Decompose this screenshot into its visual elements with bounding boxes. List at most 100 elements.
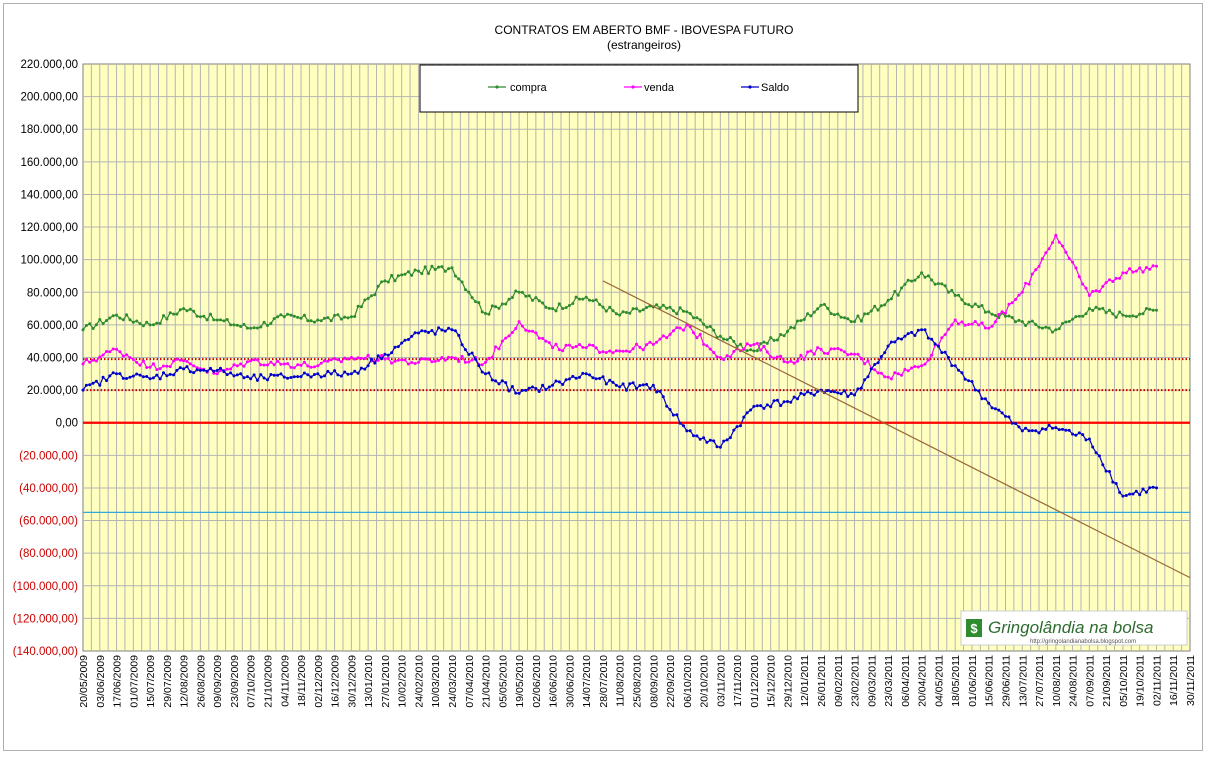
compra-point xyxy=(822,302,826,306)
watermark-box xyxy=(960,610,1188,646)
saldo-point xyxy=(836,391,840,395)
compra-point xyxy=(198,315,202,319)
compra-point xyxy=(809,314,813,318)
venda-point xyxy=(715,355,719,359)
saldo-point xyxy=(571,374,575,378)
y-tick-label: 0,00 xyxy=(56,418,78,430)
venda-point xyxy=(604,351,608,354)
saldo-point xyxy=(225,373,229,377)
x-tick-label: 11/08/2010 xyxy=(615,655,627,707)
saldo-point xyxy=(417,331,420,335)
saldo-point xyxy=(648,387,652,391)
saldo-point xyxy=(943,350,947,354)
compra-point xyxy=(883,303,887,307)
compra-point xyxy=(413,268,417,272)
compra-point xyxy=(323,316,326,320)
venda-point xyxy=(1067,257,1071,260)
dollar-glyph: $ xyxy=(970,621,978,636)
x-tick-label: 09/02/2011 xyxy=(833,655,845,707)
venda-point xyxy=(497,347,501,351)
compra-point xyxy=(950,288,954,292)
saldo-point xyxy=(105,379,108,383)
saldo-point xyxy=(889,340,893,344)
compra-point xyxy=(957,293,960,297)
compra-point xyxy=(520,290,524,294)
compra-point xyxy=(245,326,249,330)
venda-point xyxy=(1091,289,1095,293)
x-tick-label: 02/12/2009 xyxy=(313,655,325,708)
venda-point xyxy=(836,347,840,350)
venda-point xyxy=(1077,275,1081,279)
saldo-point xyxy=(725,438,729,442)
venda-point xyxy=(816,346,820,350)
compra-point xyxy=(792,326,796,330)
saldo-point xyxy=(1118,490,1122,494)
venda-point xyxy=(225,367,229,371)
compra-point xyxy=(735,345,739,348)
compra-point xyxy=(249,326,253,330)
saldo-point xyxy=(735,425,739,429)
compra-point xyxy=(1141,312,1145,316)
x-tick-label: 24/02/2010 xyxy=(413,655,425,708)
x-tick-label: 30/06/2010 xyxy=(564,655,576,708)
compra-point xyxy=(933,282,937,286)
saldo-point xyxy=(148,377,152,381)
venda-point xyxy=(782,360,786,364)
compra-point xyxy=(333,313,337,317)
venda-point xyxy=(423,357,427,361)
compra-point xyxy=(269,321,273,325)
x-tick-label: 09/03/2011 xyxy=(866,655,878,707)
venda-point xyxy=(608,349,612,353)
saldo-point xyxy=(118,372,122,376)
compra-point xyxy=(229,323,233,327)
compra-point xyxy=(1051,330,1054,334)
x-tick-label: 16/06/2010 xyxy=(548,655,560,708)
compra-point xyxy=(718,334,722,338)
x-tick-label: 29/12/2010 xyxy=(782,655,794,708)
saldo-point xyxy=(591,376,595,380)
compra-point xyxy=(423,265,427,269)
compra-point xyxy=(960,298,964,302)
saldo-point xyxy=(81,388,85,392)
venda-point xyxy=(581,345,585,349)
x-tick-label: 21/10/2009 xyxy=(263,655,275,708)
x-tick-label: 10/03/2010 xyxy=(430,655,442,708)
venda-point xyxy=(319,361,323,365)
x-tick-label: 01/12/2010 xyxy=(749,655,761,708)
compra-point xyxy=(386,280,390,284)
compra-point xyxy=(896,293,900,297)
saldo-point xyxy=(400,341,404,345)
chart-subtitle: (estrangeiros) xyxy=(607,38,681,52)
venda-point xyxy=(1144,266,1148,269)
compra-point xyxy=(192,309,196,313)
venda-point xyxy=(967,323,971,326)
compra-point xyxy=(309,319,313,323)
compra-point xyxy=(547,306,551,310)
saldo-point xyxy=(490,378,494,382)
venda-point xyxy=(695,336,699,340)
compra-point xyxy=(725,338,729,342)
compra-point xyxy=(276,315,280,319)
compra-point xyxy=(903,282,907,286)
saldo-point xyxy=(990,406,994,410)
saldo-point xyxy=(373,361,377,365)
saldo-point xyxy=(343,370,347,374)
saldo-point xyxy=(832,390,836,394)
compra-point xyxy=(480,310,484,314)
saldo-point xyxy=(366,364,370,368)
venda-point xyxy=(990,324,994,328)
saldo-point xyxy=(333,369,337,373)
saldo-point xyxy=(520,388,524,392)
compra-point xyxy=(336,313,340,317)
venda-point xyxy=(1047,247,1051,251)
venda-point xyxy=(853,352,856,356)
saldo-point xyxy=(775,398,779,402)
saldo-point xyxy=(698,437,702,441)
saldo-point xyxy=(262,376,266,380)
venda-point xyxy=(1054,233,1058,237)
venda-point xyxy=(286,362,290,366)
compra-point xyxy=(188,307,192,311)
watermark-title: Gringolândia na bolsa xyxy=(988,618,1153,637)
x-tick-label: 29/07/2009 xyxy=(162,655,174,708)
venda-point xyxy=(1020,290,1024,294)
